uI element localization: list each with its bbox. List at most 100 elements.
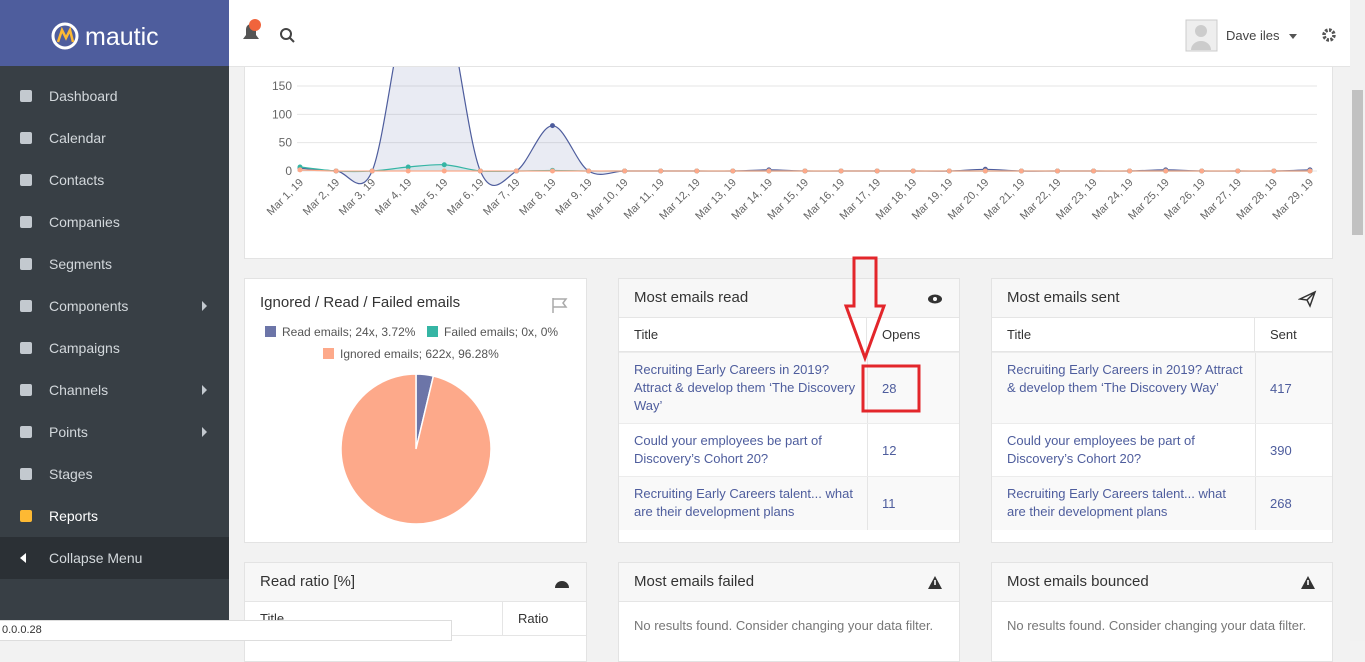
row-title[interactable]: Could your employees be part of Discover…	[1007, 433, 1195, 466]
logo[interactable]: mautic	[0, 0, 229, 66]
widget: Read ratio [%] Title Ratio	[244, 562, 587, 662]
data-point	[946, 168, 952, 174]
legend-label: Read emails; 24x, 3.72%	[282, 325, 416, 339]
nav-icon	[20, 300, 32, 312]
user-name[interactable]: Dave iles	[1226, 28, 1280, 43]
search-icon[interactable]	[280, 28, 292, 40]
data-point	[549, 123, 555, 129]
legend-swatch	[323, 348, 334, 359]
widget: Most emails read Title Opens Recruiting Ear…	[618, 278, 960, 543]
nav-label: Segments	[49, 256, 113, 272]
empty-message: No results found. Consider changing your…	[634, 618, 934, 633]
nav-item[interactable]: Contacts	[0, 159, 229, 201]
brand: mautic	[85, 23, 159, 51]
nav-item[interactable]: Calendar	[0, 117, 229, 159]
data-point	[1271, 168, 1277, 174]
widget: Most emails sent Title Sent Recruiting Earl…	[991, 278, 1333, 543]
data-point	[405, 164, 411, 170]
row-count: 417	[1270, 380, 1292, 396]
nav-item[interactable]: Reports	[0, 495, 229, 537]
data-point	[802, 168, 808, 174]
nav-item[interactable]: Stages	[0, 453, 229, 495]
nav-icon	[20, 342, 32, 354]
notification-badge	[249, 19, 261, 31]
y-tick-label: 50	[279, 136, 293, 150]
data-point	[1307, 168, 1313, 174]
widget-title: Most emails read	[634, 289, 749, 306]
collapse-icon	[20, 553, 26, 563]
nav-item[interactable]: Components	[0, 285, 229, 327]
widget-title: Most emails bounced	[1007, 573, 1149, 590]
row-count: 28	[882, 380, 897, 396]
row-title[interactable]: Recruiting Early Careers in 2019? Attrac…	[1007, 362, 1243, 395]
nav-label: Calendar	[49, 130, 106, 146]
row-title[interactable]: Could your employees be part of Discover…	[634, 433, 822, 466]
nav-label: Dashboard	[49, 88, 118, 104]
data-point	[405, 168, 411, 174]
nav-item[interactable]: Segments	[0, 243, 229, 285]
widget-icon	[555, 581, 569, 588]
row-divider	[867, 477, 868, 530]
data-point	[441, 168, 447, 174]
widget-header: Most emails read	[619, 279, 959, 318]
warning-mark	[1307, 580, 1309, 585]
column-header: Title	[992, 317, 1255, 352]
nav-item[interactable]: Companies	[0, 201, 229, 243]
data-point	[1199, 168, 1205, 174]
widget-header: Most emails bounced	[992, 563, 1332, 602]
row-title[interactable]: Recruiting Early Careers talent... what …	[634, 486, 853, 519]
data-point	[982, 168, 988, 174]
empty-message: No results found. Consider changing your…	[1007, 618, 1307, 633]
row-count: 390	[1270, 442, 1292, 458]
column-header: Title	[619, 317, 867, 352]
x-tick-label: Mar 1, 19	[265, 177, 306, 218]
widget-header: Read ratio [%]	[245, 563, 586, 602]
column-header: Sent	[1255, 317, 1332, 352]
legend-label: Failed emails; 0x, 0%	[444, 325, 558, 339]
x-tick-label: Mar 4, 19	[373, 177, 414, 218]
top-bar: Dave iles	[229, 0, 1350, 67]
data-point	[658, 168, 664, 174]
data-point	[766, 168, 772, 174]
y-tick-label: 0	[285, 164, 292, 178]
widget-icon	[1301, 576, 1315, 589]
table-row: Recruiting Early Careers talent... what …	[619, 476, 959, 530]
data-point	[838, 168, 844, 174]
row-divider	[1255, 424, 1256, 477]
x-tick-label: Mar 8, 19	[517, 177, 558, 218]
data-point	[1018, 168, 1024, 174]
warning-mark	[934, 580, 936, 585]
widget: Most emails bounced No results found. Con…	[991, 562, 1333, 662]
user-caret[interactable]	[1289, 34, 1297, 39]
row-count: 12	[882, 442, 897, 458]
nav-caret	[202, 301, 207, 311]
logo-ring	[51, 22, 79, 50]
widget-icon	[928, 576, 942, 589]
row-title[interactable]: Recruiting Early Careers in 2019? Attrac…	[634, 362, 856, 413]
scrollbar-thumb[interactable]	[1352, 90, 1363, 235]
row-title[interactable]: Recruiting Early Careers talent... what …	[1007, 486, 1226, 519]
pie-card: Ignored / Read / Failed emails Read emai…	[244, 278, 587, 543]
data-point	[369, 168, 375, 174]
widget-title: Read ratio [%]	[260, 573, 356, 590]
data-point	[874, 168, 880, 174]
settings-icon[interactable]	[1322, 28, 1336, 42]
nav-item[interactable]: Campaigns	[0, 327, 229, 369]
nav-item[interactable]: Points	[0, 411, 229, 453]
legend-swatch	[427, 326, 438, 337]
logo-m	[56, 26, 75, 43]
nav-icon	[20, 90, 32, 102]
widget-icon	[928, 294, 942, 304]
nav-caret	[202, 427, 207, 437]
nav-icon	[20, 510, 32, 522]
data-point	[477, 168, 483, 174]
status-bar: 0.0.0.28	[0, 620, 452, 641]
pie-chart: Read emails; 24x, 3.72% Failed emails; 0x…	[265, 325, 558, 525]
table-row: Recruiting Early Careers in 2019? Attrac…	[619, 352, 959, 424]
collapse-menu[interactable]: Collapse Menu	[0, 537, 229, 579]
x-tick-label: Mar 5, 19	[409, 177, 450, 218]
nav-item[interactable]: Dashboard	[0, 75, 229, 117]
nav-item[interactable]: Channels	[0, 369, 229, 411]
row-divider	[1255, 353, 1256, 424]
